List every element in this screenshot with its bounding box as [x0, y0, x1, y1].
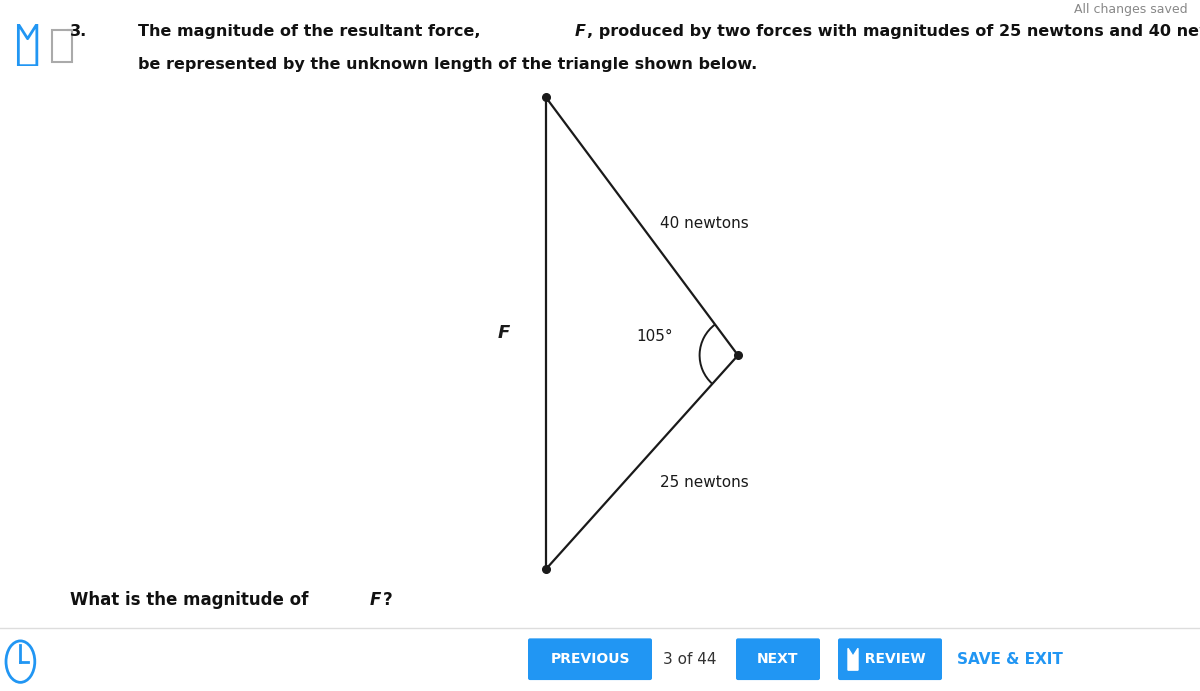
- Text: F: F: [498, 324, 510, 342]
- Text: The magnitude of the resultant force,: The magnitude of the resultant force,: [138, 24, 486, 39]
- Text: 105°: 105°: [636, 329, 673, 344]
- Text: ?: ?: [383, 591, 392, 609]
- Bar: [52, 30, 72, 62]
- Text: 3.: 3.: [70, 24, 86, 39]
- Text: F: F: [575, 24, 586, 39]
- Text: All changes saved: All changes saved: [1074, 3, 1188, 16]
- Text: , produced by two forces with magnitudes of 25 newtons and 40 newtons can: , produced by two forces with magnitudes…: [587, 24, 1200, 39]
- FancyBboxPatch shape: [528, 638, 652, 680]
- Text: SAVE & EXIT: SAVE & EXIT: [958, 652, 1063, 667]
- Text: F: F: [370, 591, 380, 609]
- Text: NEXT: NEXT: [757, 652, 799, 666]
- Polygon shape: [848, 648, 858, 670]
- Text: 40 newtons: 40 newtons: [660, 216, 749, 231]
- Text: REVIEW: REVIEW: [854, 652, 925, 666]
- FancyBboxPatch shape: [736, 638, 820, 680]
- Text: What is the magnitude of: What is the magnitude of: [70, 591, 313, 609]
- Text: 25 newtons: 25 newtons: [660, 475, 749, 490]
- Text: be represented by the unknown length of the triangle shown below.: be represented by the unknown length of …: [138, 57, 757, 73]
- Text: PREVIOUS: PREVIOUS: [551, 652, 630, 666]
- FancyBboxPatch shape: [838, 638, 942, 680]
- Text: 3 of 44: 3 of 44: [664, 652, 716, 667]
